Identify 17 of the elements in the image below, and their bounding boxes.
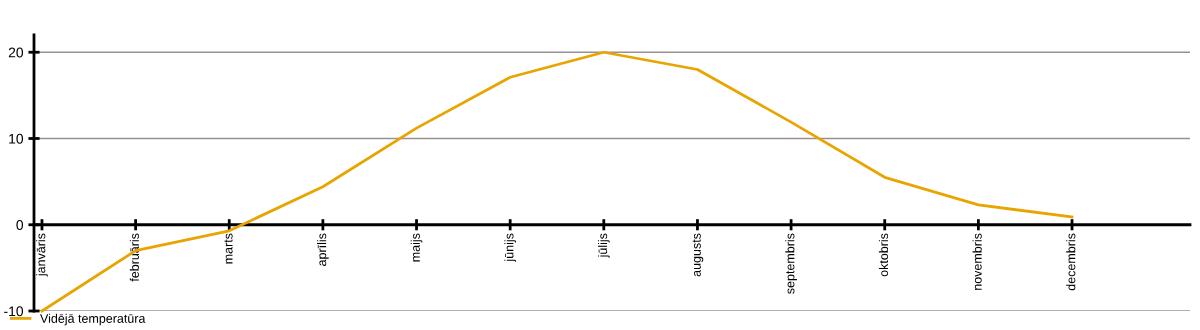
x-tick-label: jūlijs bbox=[597, 233, 610, 258]
y-tick-label: 10 bbox=[9, 133, 24, 144]
x-tick-label: jūnijs bbox=[504, 233, 516, 262]
x-tick-label: janvāris bbox=[36, 233, 48, 277]
x-tick-label: augusts bbox=[692, 233, 704, 277]
y-tick-label: 0 bbox=[16, 220, 24, 230]
x-tick-label: aprīlis bbox=[317, 233, 329, 266]
x-tick-label: maijs bbox=[410, 233, 423, 262]
y-tick-label: 20 bbox=[8, 47, 24, 58]
x-tick-label: marts bbox=[224, 233, 233, 264]
x-tick-label: februāris bbox=[129, 233, 139, 282]
x-tick-label: decembris bbox=[1066, 233, 1076, 291]
x-tick-label: novembris bbox=[972, 233, 982, 290]
y-tick-label: -10 bbox=[4, 306, 24, 317]
x-tick-label: septembris bbox=[785, 233, 797, 294]
x-tick-label: oktobris bbox=[878, 233, 889, 277]
legend-label: Vidējā temperatūra bbox=[40, 313, 146, 326]
